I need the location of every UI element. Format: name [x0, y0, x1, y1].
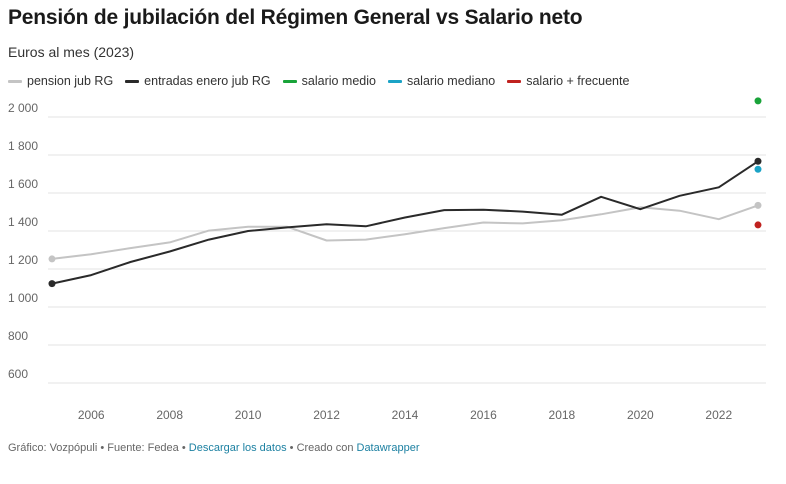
chart-subtitle: Euros al mes (2023)	[8, 44, 135, 60]
legend-swatch-medio	[282, 79, 297, 83]
footer-credits: Gráfico: Vozpópuli • Fuente: Fedea •	[8, 442, 186, 454]
y-tick-label-2000: 2 000	[8, 101, 38, 115]
chart-footer: Gráfico: Vozpópuli • Fuente: Fedea • Des…	[8, 442, 419, 454]
x-tick-label-2018: 2018	[549, 408, 576, 422]
x-tick-label-2016: 2016	[470, 408, 497, 422]
legend-swatch-frecuente	[507, 79, 522, 83]
legend-label-entradas: entradas enero jub RG	[144, 74, 271, 88]
legend-item-frecuente: salario + frecuente	[507, 74, 629, 88]
salario-frecuente-point	[754, 221, 762, 229]
series-line-entradas	[51, 160, 759, 285]
y-tick-label-800: 800	[8, 329, 28, 343]
datawrapper-link[interactable]: Datawrapper	[356, 442, 420, 454]
download-data-link[interactable]: Descargar los datos	[188, 442, 287, 454]
series-end-point-entradas	[754, 157, 762, 165]
x-tick-label-2012: 2012	[313, 408, 340, 422]
legend-label-frecuente: salario + frecuente	[526, 74, 630, 88]
chart-title: Pensión de jubilación del Régimen Genera…	[8, 6, 583, 29]
salario-medio-point	[754, 97, 762, 105]
legend-label-medio: salario medio	[301, 74, 376, 88]
legend-item-medio: salario medio	[282, 74, 376, 88]
x-tick-label-2010: 2010	[235, 408, 262, 422]
x-tick-label-2006: 2006	[78, 408, 105, 422]
y-tick-label-600: 600	[8, 367, 28, 381]
x-tick-label-2008: 2008	[156, 408, 183, 422]
series-start-point-pension	[48, 255, 56, 263]
y-tick-label-1200: 1 200	[8, 253, 38, 267]
legend-item-mediano: salario mediano	[387, 74, 496, 88]
legend: pension jub RG entradas enero jub RG sal…	[8, 74, 641, 88]
series-start-point-entradas	[48, 280, 56, 288]
series-end-point-pension	[754, 201, 762, 209]
footer-created-with: • Creado con	[289, 442, 354, 454]
y-tick-label-1400: 1 400	[8, 215, 38, 229]
legend-swatch-pension	[8, 79, 22, 83]
series-line-pension	[51, 204, 759, 260]
legend-item-pension: pension jub RG	[8, 74, 113, 88]
x-tick-label-2022: 2022	[705, 408, 732, 422]
salario-mediano-point	[754, 165, 762, 173]
y-tick-label-1600: 1 600	[8, 177, 38, 191]
y-tick-label-1000: 1 000	[8, 291, 38, 305]
x-tick-label-2020: 2020	[627, 408, 654, 422]
x-tick-label-2014: 2014	[392, 408, 419, 422]
legend-item-entradas: entradas enero jub RG	[125, 74, 271, 88]
y-tick-label-1800: 1 800	[8, 139, 38, 153]
legend-swatch-entradas	[125, 79, 140, 83]
legend-label-mediano: salario mediano	[406, 74, 496, 88]
legend-label-pension: pension jub RG	[27, 74, 114, 88]
legend-swatch-mediano	[387, 79, 402, 83]
